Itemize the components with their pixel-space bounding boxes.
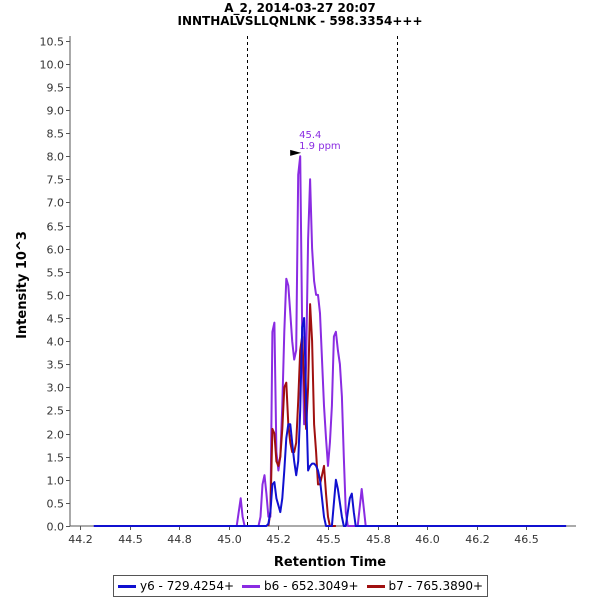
x-tick-label: 44.8 (167, 533, 192, 546)
legend-item-b7: b7 - 765.3890+ (366, 579, 484, 593)
legend-item-y6: y6 - 729.4254+ (118, 579, 234, 593)
y-tick-label: 9.0 (47, 105, 65, 118)
y-tick-label: 10.5 (40, 36, 65, 49)
y-tick-label: 8.5 (47, 128, 65, 141)
y-tick-label: 2.5 (47, 405, 65, 418)
y-tick-label: 10.0 (40, 59, 65, 72)
y-tick-label: 8.0 (47, 151, 65, 164)
peak-rt-label: 45.4 (299, 130, 321, 141)
x-tick-label: 46.0 (415, 533, 440, 546)
x-tick-label: 44.5 (118, 533, 143, 546)
plot-background (70, 36, 576, 526)
y-tick-label: 1.0 (47, 475, 65, 488)
x-axis-label: Retention Time (274, 555, 386, 570)
y-tick-label: 3.0 (47, 382, 65, 395)
x-tick-label: 44.2 (68, 533, 93, 546)
x-tick-label: 45.0 (217, 533, 242, 546)
legend-label-b6: b6 - 652.3049+ (264, 579, 359, 593)
y-tick-label: 5.5 (47, 267, 65, 280)
y-axis-label: Intensity 10^3 (15, 231, 30, 339)
y-tick-label: 6.0 (47, 244, 65, 257)
y-tick-label: 3.5 (47, 359, 65, 372)
x-tick-label: 46.2 (465, 533, 490, 546)
y-tick-label: 2.0 (47, 429, 65, 442)
y-tick-label: 6.5 (47, 221, 65, 234)
legend-item-b6: b6 - 652.3049+ (242, 579, 359, 593)
x-tick-label: 46.5 (514, 533, 539, 546)
legend-label-b7: b7 - 765.3890+ (388, 579, 484, 593)
chart-title-line-1: A_2, 2014-03-27 20:07 (224, 1, 376, 15)
y-tick-label: 0.5 (47, 498, 65, 511)
y-tick-label: 5.0 (47, 290, 65, 303)
peak-ppm-label: 1.9 ppm (299, 141, 341, 152)
legend-swatch-b6 (242, 584, 261, 588)
x-tick-label: 45.2 (266, 533, 291, 546)
chart-title-line-2: INNTHALVSLLQNLNK - 598.3354+++ (177, 14, 423, 28)
y-tick-label: 1.5 (47, 452, 65, 465)
legend: y6 - 729.4254+ b6 - 652.3049+ b7 - 765.3… (113, 575, 489, 597)
legend-swatch-b7 (366, 584, 385, 588)
legend-swatch-y6 (118, 584, 136, 588)
x-tick-label: 45.8 (366, 533, 391, 546)
y-tick-label: 0.0 (47, 521, 65, 534)
y-tick-label: 7.0 (47, 197, 65, 210)
series-line-y6 (93, 317, 567, 527)
legend-label-y6: y6 - 729.4254+ (140, 579, 235, 593)
y-tick-label: 4.5 (47, 313, 65, 326)
y-tick-label: 4.0 (47, 336, 65, 349)
y-tick-label: 9.5 (47, 82, 65, 95)
x-tick-label: 45.5 (316, 533, 341, 546)
y-tick-label: 7.5 (47, 174, 65, 187)
peak-marker-icon (290, 149, 302, 156)
